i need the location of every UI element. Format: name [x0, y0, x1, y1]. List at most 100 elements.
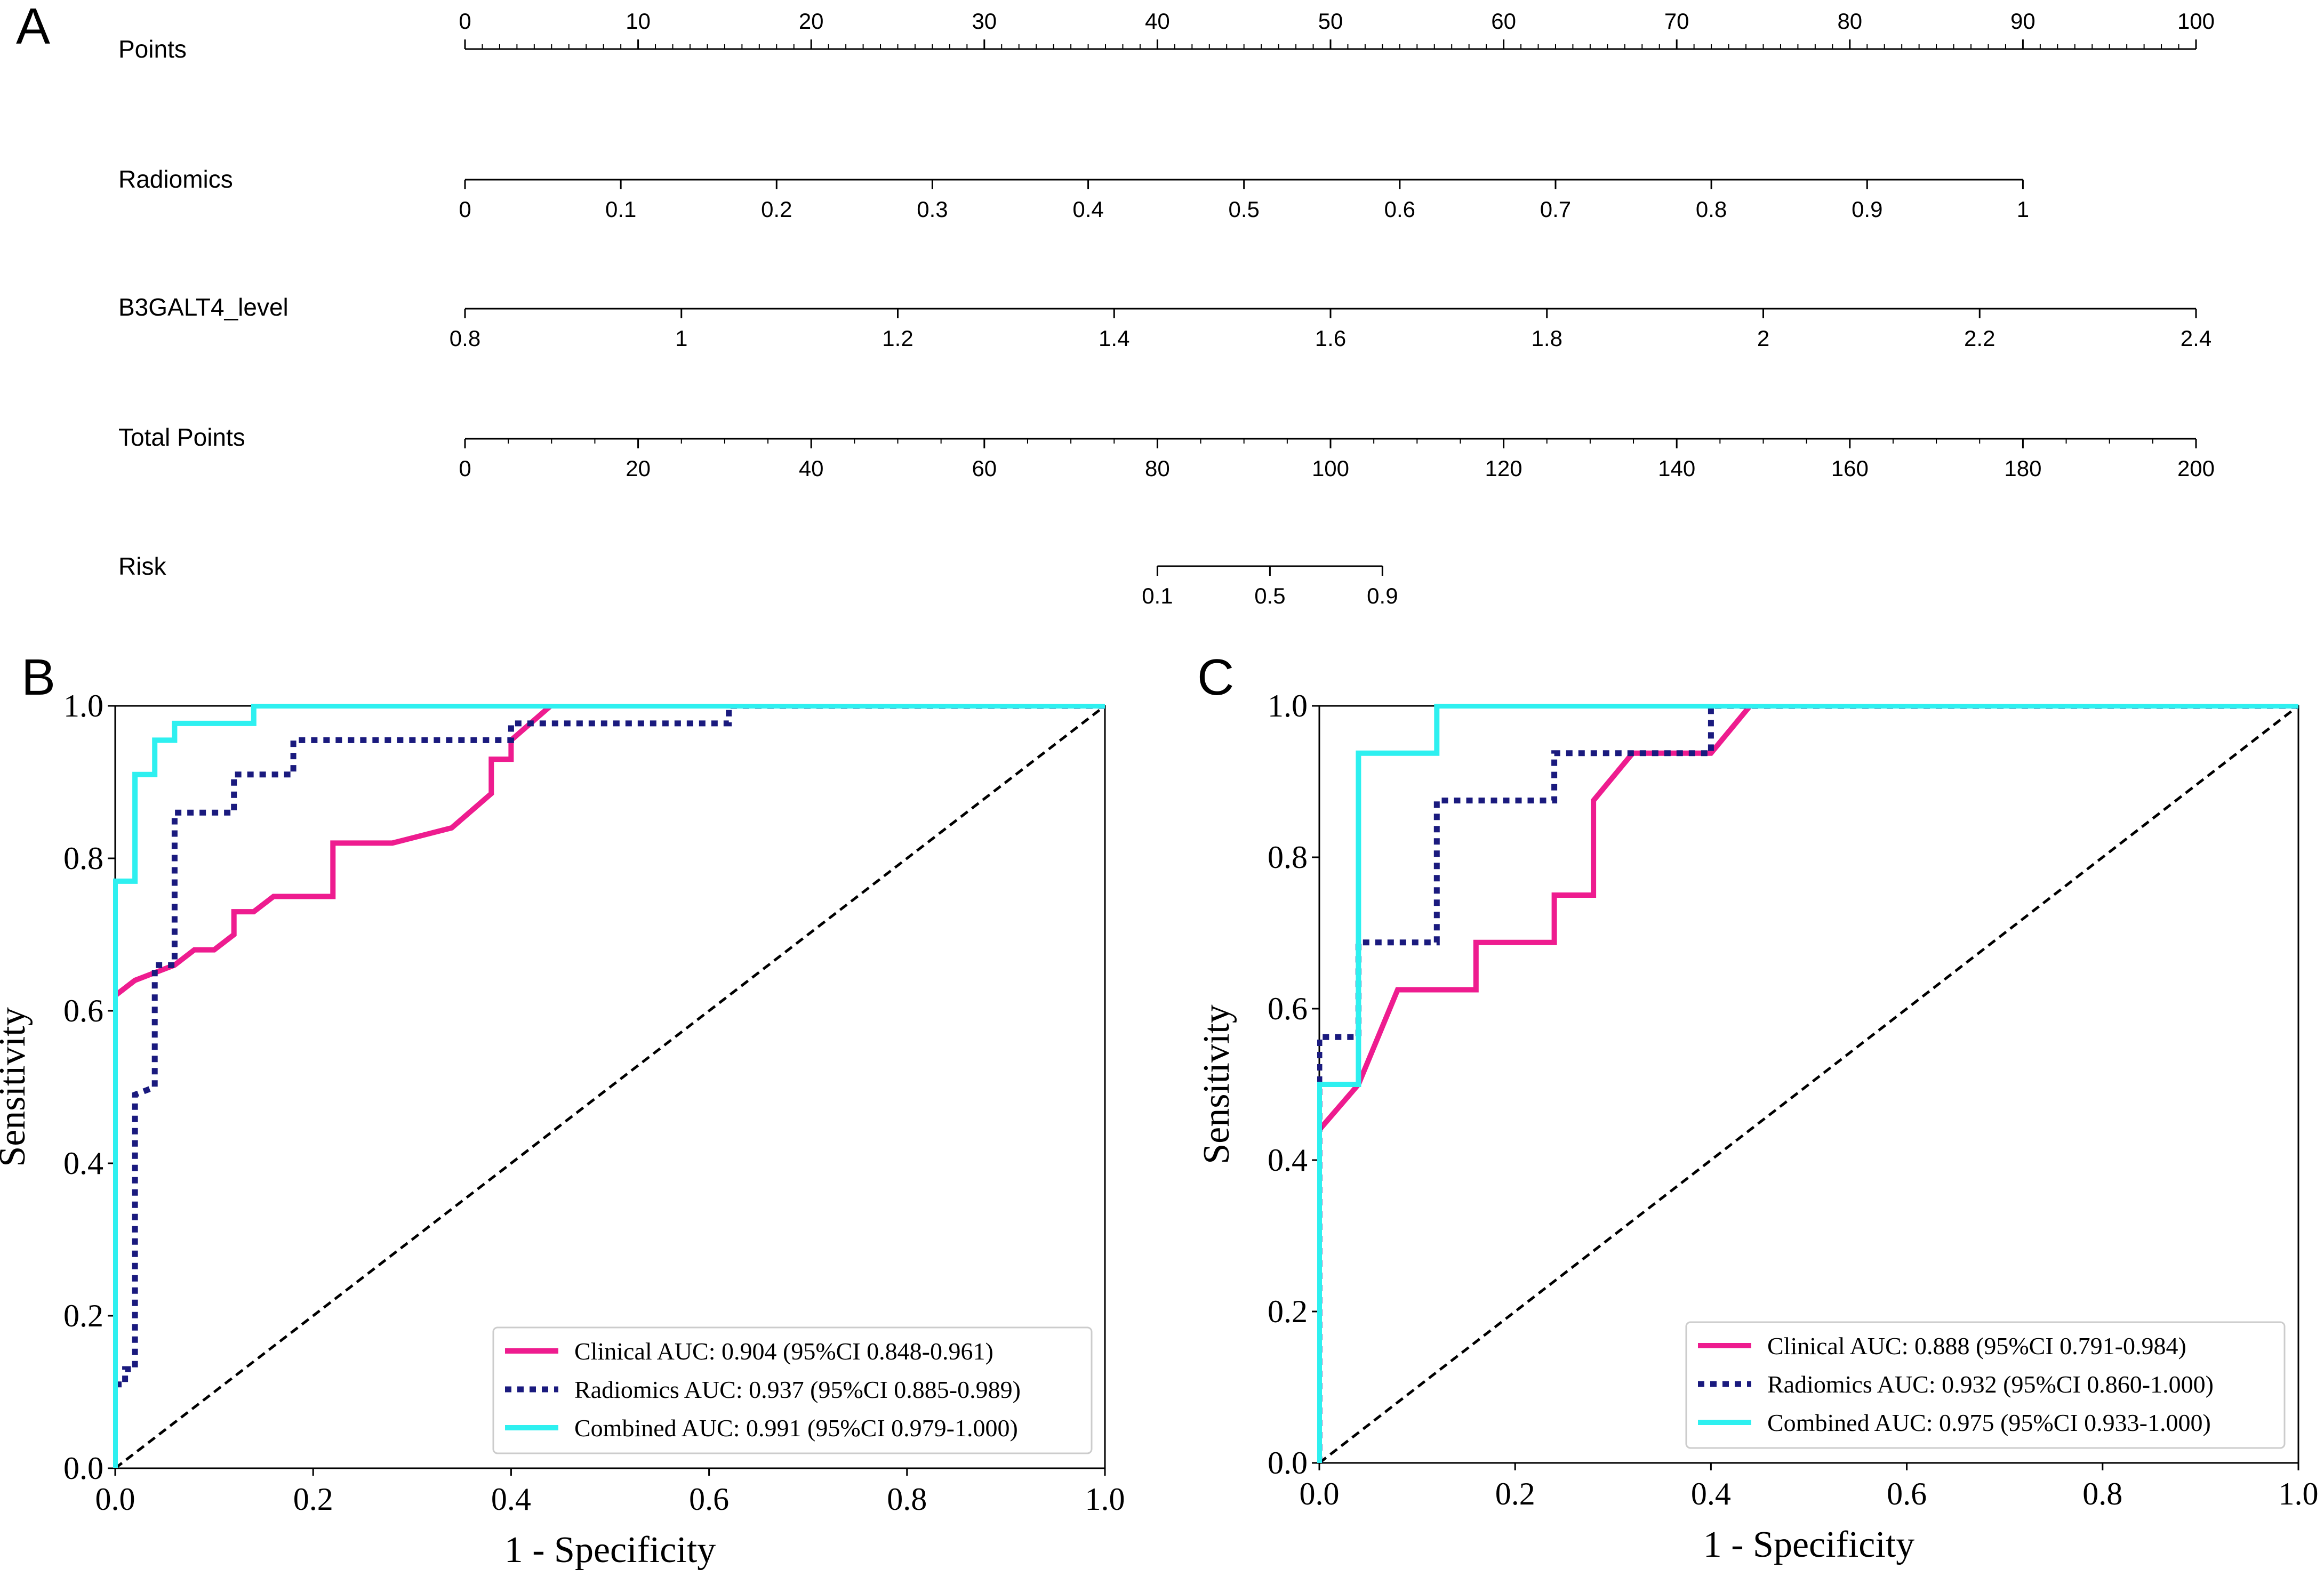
y-tick-label: 0.2 [63, 1298, 103, 1333]
nomogram-total-points-tick-label: 140 [1658, 456, 1695, 481]
nomogram-risk-tick-label: 0.1 [1142, 583, 1173, 608]
nomogram-total-points-tick-label: 40 [799, 456, 824, 481]
nomogram-risk-tick-label: 0.9 [1367, 583, 1398, 608]
legend-clinical-label: Clinical AUC: 0.888 (95%CI 0.791-0.984) [1767, 1332, 2186, 1359]
y-axis-label: Sensitivity [1196, 1004, 1237, 1164]
legend-combined-label: Combined AUC: 0.991 (95%CI 0.979-1.000) [574, 1414, 1018, 1442]
nomogram-points-tick-label: 40 [1145, 9, 1170, 34]
nomogram-points-tick-label: 20 [799, 9, 824, 34]
legend-box [492, 1326, 1093, 1454]
nomogram-radiomics-tick-label: 0.1 [605, 197, 636, 222]
x-tick-label: 0.0 [1300, 1476, 1340, 1511]
nomogram-radiomics-tick-label: 0 [459, 197, 471, 222]
legend: Clinical AUC: 0.888 (95%CI 0.791-0.984) R… [1685, 1321, 2286, 1449]
nomogram-total-points-tick-label: 0 [459, 456, 471, 481]
y-tick-label: 0.4 [63, 1146, 103, 1181]
nomogram-total-points-tick-label: 120 [1485, 456, 1522, 481]
nomogram-total-points-tick-label: 20 [626, 456, 651, 481]
x-tick-label: 0.6 [1887, 1476, 1927, 1511]
reference-roc-curve [114, 705, 1106, 1469]
nomogram-risk-label: Risk [118, 552, 166, 580]
x-tick-label: 0.8 [887, 1482, 927, 1517]
nomogram-points-tick-label: 100 [2177, 9, 2215, 34]
nomogram-b3galt4-level-tick-label: 1 [675, 326, 687, 351]
nomogram-points-tick-label: 60 [1491, 9, 1516, 34]
legend: Clinical AUC: 0.904 (95%CI 0.848-0.961) R… [492, 1326, 1093, 1454]
nomogram-b3galt4-level-tick-label: 1.8 [1532, 326, 1562, 351]
nomogram-radiomics-tick-label: 0.6 [1384, 197, 1415, 222]
nomogram-b3galt4-level-tick-label: 1.2 [882, 326, 913, 351]
x-tick-label: 0.2 [293, 1482, 333, 1517]
nomogram-radiomics-tick-label: 0.9 [1852, 197, 1882, 222]
nomogram-points-tick-label: 70 [1664, 9, 1689, 34]
legend-combined-label: Combined AUC: 0.975 (95%CI 0.933-1.000) [1767, 1409, 2211, 1436]
nomogram-b3galt4-level-tick-label: 2 [1757, 326, 1769, 351]
legend-clinical-label: Clinical AUC: 0.904 (95%CI 0.848-0.961) [574, 1338, 993, 1365]
nomogram-b3galt4-level-tick-label: 2.2 [1964, 326, 1995, 351]
nomogram-points-tick-label: 50 [1318, 9, 1343, 34]
roc-panel-b: 0.0 0.2 0.4 0.6 0.8 1.0 0.0 0.2 0.4 0.6 0.8 1.0 1 - … [0, 688, 1125, 1571]
y-tick-label: 0.0 [1268, 1445, 1308, 1481]
curves [113, 704, 1106, 1469]
radiomics-roc-curve [115, 704, 1105, 1388]
x-tick-label: 0.6 [689, 1482, 729, 1517]
panel-label-c: C [1197, 649, 1234, 706]
nomogram-b3galt4-level-tick-label: 0.8 [450, 326, 480, 351]
nomogram-b3galt4-level-tick-label: 1.4 [1099, 326, 1129, 351]
y-tick-label: 0.6 [1268, 991, 1308, 1026]
nomogram-total-points-tick-label: 100 [1312, 456, 1349, 481]
x-tick-label: 0.4 [491, 1482, 531, 1517]
panel-label-b: B [21, 649, 55, 706]
combined-roc-curve [1317, 704, 2298, 1463]
nomogram-radiomics-tick-label: 0.4 [1072, 197, 1103, 222]
x-tick-label: 0.2 [1495, 1476, 1535, 1511]
legend-radiomics-label: Radiomics AUC: 0.932 (95%CI 0.860-1.000) [1767, 1371, 2214, 1398]
y-tick-label: 1.0 [1268, 688, 1308, 723]
nomogram-risk-tick-label: 0.5 [1254, 583, 1285, 608]
x-axis-label: 1 - Specificity [504, 1530, 716, 1571]
nomogram-b3galt4-level-label: B3GALT4_level [118, 293, 289, 321]
y-tick-label: 0.0 [63, 1451, 103, 1486]
nomogram-b3galt4-level-tick-label: 2.4 [2181, 326, 2211, 351]
nomogram-points-tick-label: 30 [972, 9, 997, 34]
roc-panel-c: 0.0 0.2 0.4 0.6 0.8 1.0 0.0 0.2 0.4 0.6 0.8 1.0 1 - … [1196, 688, 2319, 1565]
nomogram-total-points-tick-label: 80 [1145, 456, 1170, 481]
x-axis-label: 1 - Specificity [1703, 1524, 1915, 1565]
nomogram-points-tick-label: 90 [2010, 9, 2035, 34]
y-tick-label: 0.8 [63, 841, 103, 876]
nomogram-radiomics-tick-label: 0.8 [1696, 197, 1727, 222]
nomogram-points-label: Points [118, 35, 187, 63]
y-tick-label: 0.6 [63, 993, 103, 1028]
panel-label-a: A [16, 0, 50, 55]
nomogram-b3galt4-level-tick-label: 1.6 [1315, 326, 1346, 351]
clinical-roc-curve [1317, 704, 2298, 1463]
x-tick-label: 0.0 [95, 1482, 135, 1517]
nomogram-total-points-tick-label: 60 [972, 456, 997, 481]
nomogram-radiomics-tick-label: 0.7 [1540, 197, 1571, 222]
combined-roc-curve [113, 704, 1105, 1468]
x-tick-label: 1.0 [1085, 1482, 1125, 1517]
nomogram-radiomics-tick-label: 0.5 [1229, 197, 1260, 222]
y-tick-label: 0.4 [1268, 1142, 1308, 1178]
nomogram-total-points-label: Total Points [118, 423, 245, 451]
y-tick-label: 0.8 [1268, 840, 1308, 875]
x-tick-label: 0.8 [2082, 1476, 2122, 1511]
nomogram-total-points-tick-label: 160 [1831, 456, 1869, 481]
nomogram-radiomics-tick-label: 0.3 [917, 197, 948, 222]
x-tick-label: 1.0 [2279, 1476, 2319, 1511]
y-tick-label: 1.0 [63, 688, 103, 723]
clinical-roc-curve [113, 704, 1105, 1468]
reference-roc-curve [1318, 705, 2299, 1464]
nomogram-radiomics-tick-label: 1 [2017, 197, 2029, 222]
y-tick-label: 0.2 [1268, 1294, 1308, 1329]
legend-box [1685, 1321, 2286, 1449]
nomogram-radiomics-tick-label: 0.2 [761, 197, 792, 222]
nomogram-points-tick-label: 10 [626, 9, 651, 34]
x-tick-label: 0.4 [1691, 1476, 1731, 1511]
nomogram-points-tick-label: 80 [1837, 9, 1862, 34]
legend-radiomics-label: Radiomics AUC: 0.937 (95%CI 0.885-0.989) [574, 1376, 1021, 1403]
nomogram-total-points-tick-label: 200 [2177, 456, 2215, 481]
nomogram-total-points-tick-label: 180 [2004, 456, 2041, 481]
